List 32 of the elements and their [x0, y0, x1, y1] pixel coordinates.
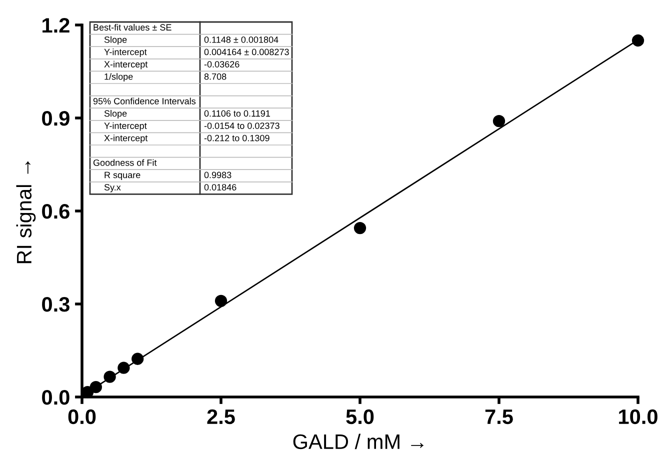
text: Slope 0.1148 ± 0.001804 — [104, 36, 278, 45]
y-tick-label: 0.0 — [42, 390, 70, 405]
point — [492, 115, 506, 128]
x-tick-label: 0.0 — [68, 409, 96, 424]
x-tick-label: 5.0 — [346, 409, 374, 424]
point — [214, 294, 228, 307]
text: Y-intercept -0.0154 to 0.02373 — [104, 122, 280, 131]
text: 1/slope 8.708 — [104, 73, 226, 82]
y-tick-label: 0.6 — [42, 204, 70, 219]
y-tick-label: 1.2 — [42, 18, 70, 33]
text: Sy.x 0.01846 — [104, 184, 236, 192]
text: X-intercept -0.03626 — [104, 60, 240, 70]
y-tick-label: 0.9 — [42, 111, 70, 126]
point — [118, 362, 130, 374]
x-axis-title: GALD / mM → — [293, 434, 424, 450]
point — [90, 381, 102, 394]
x-tick-label: 10.0 — [619, 409, 658, 424]
y-tick-label: 0.3 — [42, 297, 70, 312]
text: R square 0.9983 — [104, 172, 232, 180]
annotation: 95% Confidence Intervals — [93, 98, 196, 104]
point — [104, 370, 116, 383]
point — [632, 34, 644, 47]
x-tick-label: 2.5 — [207, 409, 235, 424]
text: Slope 0.1106 to 0.1191 — [104, 110, 270, 118]
annotation: Best-fit values ± SE — [94, 24, 172, 31]
x-tick-label: 7.5 — [485, 410, 513, 424]
point — [354, 222, 366, 234]
text: X-intercept -0.212 to 0.1309 — [104, 134, 270, 144]
annotation: Goodness of Fit — [93, 159, 157, 166]
y-axis-title: RI signal → — [16, 161, 36, 264]
text: Y-intercept 0.004164 ± 0.008273 — [104, 48, 289, 57]
point — [132, 352, 144, 365]
